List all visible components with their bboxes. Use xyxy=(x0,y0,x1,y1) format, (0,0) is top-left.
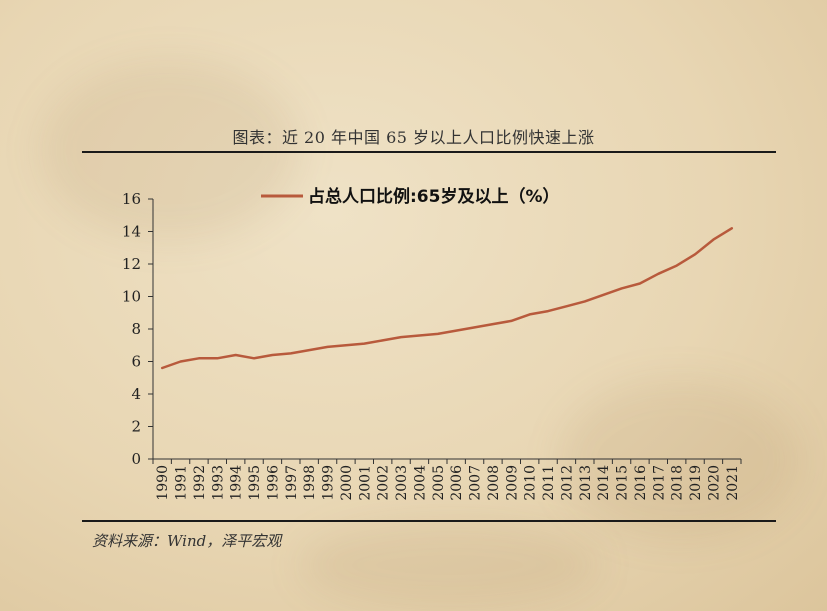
y-tick-label: 2 xyxy=(131,418,141,436)
x-tick-label: 1995 xyxy=(247,465,263,501)
y-tick-label: 4 xyxy=(131,385,141,403)
x-tick-label: 1991 xyxy=(174,465,190,501)
x-tick-label: 1994 xyxy=(229,465,245,501)
chart-title: 图表：近 20 年中国 65 岁以上人口比例快速上涨 xyxy=(232,128,595,147)
top-rule xyxy=(82,151,776,153)
x-tick-label: 2012 xyxy=(559,465,575,501)
chart-axes xyxy=(152,199,741,460)
x-tick-label: 2015 xyxy=(615,465,631,501)
x-tick-label: 2008 xyxy=(486,465,502,501)
y-tick-label: 6 xyxy=(131,353,141,371)
x-tick-label: 2000 xyxy=(339,465,355,501)
x-tick-label: 2018 xyxy=(670,465,686,501)
y-tick-label: 8 xyxy=(131,320,141,338)
source-note: 资料来源：Wind，泽平宏观 xyxy=(92,532,282,550)
x-tick-label: 2007 xyxy=(468,465,484,501)
y-tick-label: 10 xyxy=(122,288,141,306)
x-tick-label: 2011 xyxy=(541,465,557,501)
x-tick-label: 1999 xyxy=(321,465,337,501)
x-tick-label: 2019 xyxy=(688,465,704,501)
x-tick-label: 1990 xyxy=(155,465,171,501)
x-tick-label: 2017 xyxy=(651,465,667,501)
y-tick-label: 0 xyxy=(131,450,141,468)
x-tick-label: 1996 xyxy=(265,465,281,501)
x-tick-label: 2006 xyxy=(449,465,465,501)
x-tick-label: 1993 xyxy=(210,465,226,501)
x-tick-label: 2016 xyxy=(633,465,649,501)
series-lines xyxy=(160,227,734,370)
x-tick-label: 2002 xyxy=(376,465,392,501)
x-tick-label: 2005 xyxy=(431,465,447,501)
x-tick-label: 2010 xyxy=(523,465,539,501)
x-tick-label: 1998 xyxy=(302,465,318,501)
x-tick-label: 1992 xyxy=(192,465,208,501)
x-tick-label: 2001 xyxy=(357,465,373,501)
x-tick-label: 2020 xyxy=(706,465,722,501)
x-tick-label: 2021 xyxy=(725,465,741,501)
x-axis-ticks: 1990 1991 1992 1993 1994 1995 1996 1997 1998 1999… xyxy=(152,459,742,501)
x-tick-label: 2009 xyxy=(504,465,520,501)
x-tick-label: 1997 xyxy=(284,465,300,501)
legend-label: 占总人口比例:65岁及以上（%） xyxy=(308,186,560,207)
bottom-rule xyxy=(82,520,776,522)
y-tick-label: 16 xyxy=(122,190,141,208)
legend: 占总人口比例:65岁及以上（%） xyxy=(261,186,560,207)
x-tick-label: 2014 xyxy=(596,465,612,501)
x-tick-label: 2013 xyxy=(578,465,594,501)
y-axis-ticks: 0 2 4 6 8 10 12 14 16 xyxy=(122,190,153,468)
series-line xyxy=(160,227,734,370)
y-tick-label: 12 xyxy=(122,255,141,273)
x-tick-label: 2004 xyxy=(412,465,428,501)
y-tick-label: 14 xyxy=(122,223,141,241)
x-tick-label: 2003 xyxy=(394,465,410,501)
